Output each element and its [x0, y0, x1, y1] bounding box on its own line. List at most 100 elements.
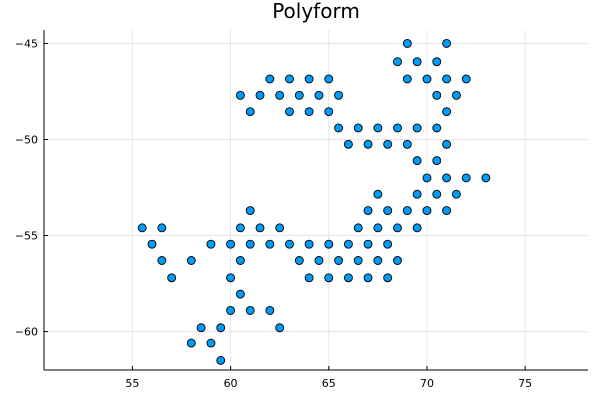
- data-point: [432, 90, 442, 100]
- data-point: [343, 239, 353, 249]
- data-point: [442, 107, 452, 117]
- y-tick-label: −45: [15, 37, 38, 50]
- data-point: [373, 123, 383, 133]
- y-ticks: −45 −50 −55 −60: [15, 37, 48, 339]
- data-point: [304, 107, 314, 117]
- data-point: [451, 189, 461, 199]
- data-point: [167, 273, 177, 283]
- data-point: [442, 206, 452, 216]
- data-point: [432, 156, 442, 166]
- data-point: [206, 239, 216, 249]
- data-point: [275, 90, 285, 100]
- chart-title: Polyform: [272, 0, 360, 23]
- data-point: [353, 123, 363, 133]
- data-point: [402, 74, 412, 84]
- data-point: [324, 273, 334, 283]
- data-point: [255, 90, 265, 100]
- data-point: [265, 306, 275, 315]
- data-point: [245, 306, 255, 315]
- data-point: [442, 173, 452, 183]
- data-point: [343, 139, 353, 149]
- data-point: [442, 38, 452, 48]
- data-point: [255, 223, 265, 233]
- data-point: [324, 239, 334, 249]
- data-point: [412, 223, 422, 233]
- data-point: [393, 223, 402, 233]
- data-point: [275, 323, 285, 333]
- data-point: [226, 306, 236, 315]
- data-point: [383, 206, 393, 216]
- data-point: [245, 107, 255, 117]
- data-point: [383, 239, 393, 249]
- data-point: [334, 90, 344, 100]
- data-point: [245, 239, 255, 249]
- data-point: [432, 57, 442, 67]
- data-point: [412, 156, 422, 166]
- data-point: [393, 57, 402, 67]
- data-point: [157, 256, 167, 265]
- data-point: [422, 74, 432, 84]
- data-point: [363, 273, 373, 283]
- data-point: [363, 239, 373, 249]
- data-point: [383, 139, 393, 149]
- data-point: [147, 239, 157, 249]
- data-point: [402, 206, 412, 216]
- data-point: [373, 256, 383, 265]
- data-point: [402, 139, 412, 149]
- data-point: [481, 173, 491, 183]
- y-tick-label: −50: [15, 133, 38, 146]
- data-point: [353, 223, 363, 233]
- data-point: [363, 206, 373, 216]
- x-tick-label: 70: [420, 377, 434, 390]
- data-point: [285, 239, 294, 249]
- data-point: [137, 223, 147, 233]
- data-point: [422, 173, 432, 183]
- data-point: [216, 323, 226, 333]
- data-point: [451, 90, 461, 100]
- data-point: [196, 323, 206, 333]
- data-point: [216, 355, 226, 365]
- x-ticks: 55 60 65 70 75: [125, 366, 532, 390]
- data-point: [402, 38, 412, 48]
- x-tick-label: 60: [224, 377, 238, 390]
- data-point: [412, 57, 422, 67]
- data-point: [235, 90, 245, 100]
- data-point: [235, 223, 245, 233]
- data-point: [432, 189, 442, 199]
- y-tick-label: −60: [15, 326, 38, 339]
- data-point: [285, 107, 294, 117]
- data-point: [393, 256, 402, 265]
- data-point: [353, 256, 363, 265]
- data-point: [304, 239, 314, 249]
- data-point: [265, 239, 275, 249]
- data-point: [393, 123, 402, 133]
- data-point: [461, 173, 471, 183]
- data-point: [383, 273, 393, 283]
- data-point: [304, 273, 314, 283]
- data-point: [343, 273, 353, 283]
- data-point: [285, 74, 294, 84]
- data-point: [245, 206, 255, 216]
- data-point: [373, 189, 383, 199]
- data-point: [235, 289, 245, 299]
- data-point: [294, 256, 304, 265]
- data-point: [294, 90, 304, 100]
- data-point: [235, 256, 245, 265]
- data-point: [461, 74, 471, 84]
- data-point: [432, 123, 442, 133]
- x-tick-label: 75: [518, 377, 532, 390]
- data-point: [304, 74, 314, 84]
- data-point: [412, 123, 422, 133]
- data-point: [226, 273, 236, 283]
- data-point: [363, 139, 373, 149]
- data-point: [314, 90, 324, 100]
- data-point: [422, 206, 432, 216]
- data-point: [334, 123, 344, 133]
- data-point: [206, 338, 216, 348]
- grid: [44, 30, 588, 370]
- data-point: [324, 74, 334, 84]
- y-tick-label: −55: [15, 230, 38, 243]
- data-point: [324, 107, 334, 117]
